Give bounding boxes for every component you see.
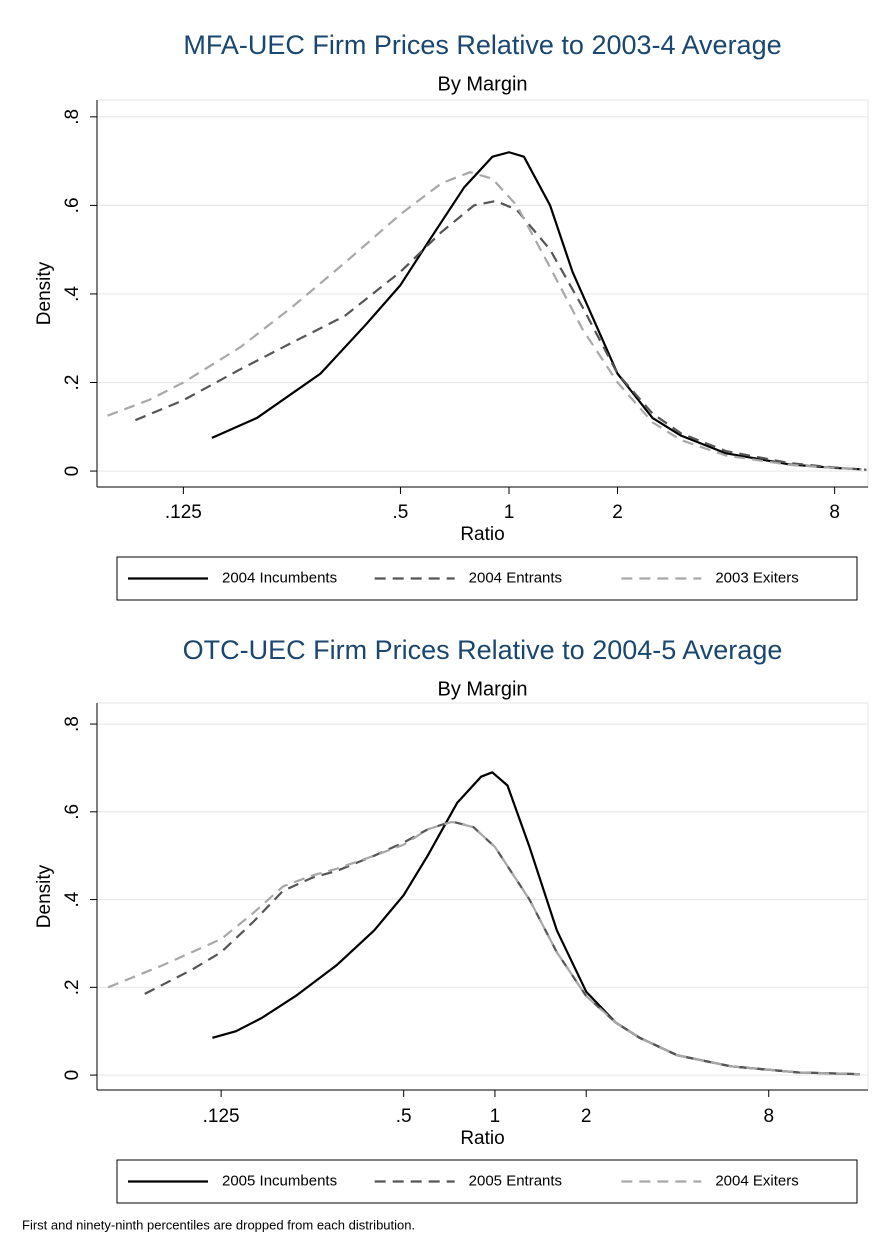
y-tick-label: .8 <box>62 716 83 732</box>
x-tick-label: 1 <box>504 502 515 523</box>
y-tick-label: .6 <box>62 804 83 820</box>
plot-area <box>96 702 869 1091</box>
x-tick-label: 2 <box>612 502 623 523</box>
y-tick-label: .4 <box>62 286 83 302</box>
chart-subtitle: By Margin <box>437 73 527 95</box>
y-tick-label: 0 <box>62 466 83 477</box>
legend-label: 2004 Incumbents <box>222 569 337 586</box>
x-tick-label: .5 <box>393 502 409 523</box>
legend-box <box>116 1159 858 1204</box>
y-tick-label: 0 <box>62 1070 83 1081</box>
legend-label: 2003 Exiters <box>715 569 798 586</box>
x-tick-label: 8 <box>829 502 840 523</box>
y-axis-title: Density <box>34 261 55 325</box>
x-axis-title: Ratio <box>460 524 504 545</box>
y-axis-title: Density <box>34 864 55 928</box>
series-line <box>134 199 867 471</box>
y-tick-label: .2 <box>62 375 83 391</box>
x-axis-title: Ratio <box>460 1128 504 1149</box>
y-tick-label: .8 <box>62 109 83 125</box>
chart-title: MFA-UEC Firm Prices Relative to 2003-4 A… <box>183 30 781 60</box>
legend-label: 2005 Incumbents <box>222 1172 337 1189</box>
note: First and ninety-ninth percentiles are d… <box>22 1217 415 1232</box>
legend-label: 2004 Entrants <box>469 569 562 586</box>
x-tick-label: 2 <box>581 1106 592 1127</box>
x-tick-label: .125 <box>203 1106 240 1127</box>
x-tick-label: 8 <box>763 1106 774 1127</box>
x-tick-label: .5 <box>396 1106 412 1127</box>
y-tick-label: .4 <box>62 891 83 907</box>
y-tick-label: .6 <box>62 197 83 213</box>
y-tick-label: .2 <box>62 979 83 995</box>
series-line <box>107 171 862 471</box>
legend-label: 2005 Entrants <box>469 1172 562 1189</box>
series-line <box>107 820 861 1076</box>
series-line <box>211 151 862 471</box>
x-tick-label: 1 <box>490 1106 501 1127</box>
x-tick-label: .125 <box>165 502 202 523</box>
legend-box <box>116 556 858 601</box>
chart-title: OTC-UEC Firm Prices Relative to 2004-5 A… <box>183 635 783 665</box>
chart-subtitle: By Margin <box>437 678 527 700</box>
legend-label: 2004 Exiters <box>715 1172 798 1189</box>
